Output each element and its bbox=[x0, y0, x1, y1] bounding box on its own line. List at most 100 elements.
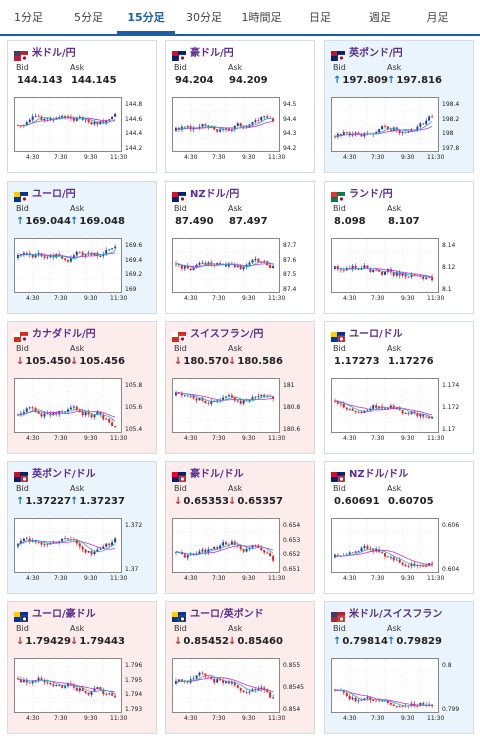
x-axis-tick: 4:30 bbox=[26, 435, 40, 442]
currency-flag-icon bbox=[331, 327, 346, 343]
bid-value: ↓180.570 bbox=[174, 356, 229, 367]
y-axis-tick: 0.651 bbox=[283, 566, 301, 573]
price-chart[interactable]: 181 180.8 180.6 4:30 7:30 9:30 11:30 bbox=[172, 378, 308, 450]
currency-card[interactable]: 米ドル/スイスフラン Bid Ask ↑0.79814 ↑0.79829 0.8 0.799… bbox=[324, 601, 474, 734]
x-axis-tick: 7:30 bbox=[371, 435, 385, 442]
tab-timeframe-1[interactable]: 5分足 bbox=[74, 11, 103, 24]
ask-trend-icon: ↓ bbox=[70, 636, 79, 647]
currency-card[interactable]: ユーロ/円 Bid Ask ↑169.044 ↑169.048 169.6 169.4 169… bbox=[7, 181, 157, 314]
bid-value: ↓0.65353 bbox=[174, 496, 229, 507]
pair-name-link[interactable]: ユーロ/ドル bbox=[349, 329, 403, 340]
currency-card[interactable]: ユーロ/英ポンド Bid Ask ↓0.85452 ↓0.85460 0.855 0.854… bbox=[165, 601, 315, 734]
price-chart[interactable]: 1.174 1.172 1.17 4:30 7:30 9:30 11:30 bbox=[331, 378, 467, 450]
tab-timeframe-5[interactable]: 日足 bbox=[309, 11, 331, 24]
currency-card[interactable]: 豪ドル/ドル Bid Ask ↓0.65353 ↓0.65357 0.654 0.653 0.… bbox=[165, 461, 315, 594]
currency-card[interactable]: 英ポンド/ドル Bid Ask ↑1.37227 ↑1.37237 1.372 1.37 4:… bbox=[7, 461, 157, 594]
chart-plot-area bbox=[331, 238, 439, 293]
x-axis-tick: 7:30 bbox=[54, 435, 68, 442]
candlestick-graphic bbox=[332, 239, 438, 292]
price-chart[interactable]: 8.14 8.12 8.1 4:30 7:30 9:30 11:30 bbox=[331, 238, 467, 310]
currency-flag-icon bbox=[14, 327, 29, 343]
pair-name-link[interactable]: スイスフラン/円 bbox=[190, 329, 264, 340]
tab-timeframe-3[interactable]: 30分足 bbox=[186, 11, 222, 24]
bid-price: 197.809 bbox=[342, 75, 388, 86]
currency-card[interactable]: ランド/円 Bid Ask 8.098 8.107 8.14 8.12 8.1 4:30 7:30… bbox=[324, 181, 474, 314]
price-chart[interactable]: 0.606 0.604 4:30 7:30 9:30 11:30 bbox=[331, 518, 467, 590]
pair-name-link[interactable]: 豪ドル/円 bbox=[190, 48, 234, 59]
price-chart[interactable]: 0.8 0.799 4:30 7:30 9:30 11:30 bbox=[331, 658, 467, 730]
ask-trend-icon: ↓ bbox=[228, 496, 237, 507]
chart-plot-area bbox=[331, 97, 439, 152]
ask-price: 8.107 bbox=[388, 216, 420, 227]
currency-card[interactable]: NZドル/ドル Bid Ask 0.60691 0.60705 0.606 0.604 4:3… bbox=[324, 461, 474, 594]
bid-trend-icon: ↓ bbox=[16, 636, 25, 647]
tab-timeframe-2[interactable]: 15分足 bbox=[117, 0, 175, 34]
currency-card[interactable]: NZドル/円 Bid Ask 87.490 87.497 87.7 87.6 87.5 87.4… bbox=[165, 181, 315, 314]
y-axis-tick: 8.1 bbox=[442, 286, 452, 293]
price-chart[interactable]: 87.7 87.6 87.5 87.4 4:30 7:30 9:30 11:30 bbox=[172, 238, 308, 310]
price-chart[interactable]: 169.6 169.4 169.2 169 4:30 7:30 9:30 11:30 bbox=[14, 238, 150, 310]
pair-name-link[interactable]: NZドル/円 bbox=[190, 189, 240, 200]
ask-trend-icon: ↓ bbox=[70, 356, 79, 367]
x-axis-tick: 7:30 bbox=[212, 715, 226, 722]
y-axis-tick: 1.372 bbox=[125, 522, 143, 529]
price-chart[interactable]: 0.855 0.8545 0.854 4:30 7:30 9:30 11:30 bbox=[172, 658, 308, 730]
currency-card[interactable]: 豪ドル/円 Bid Ask 94.204 94.209 94.5 94.4 94.3 94.2 4… bbox=[165, 40, 315, 173]
ask-label: Ask bbox=[228, 484, 243, 493]
y-axis-tick: 180.8 bbox=[283, 404, 301, 411]
candlestick-graphic bbox=[173, 659, 279, 712]
pair-name-link[interactable]: ユーロ/豪ドル bbox=[32, 609, 96, 620]
ask-label: Ask bbox=[228, 344, 243, 353]
ask-value: ↓1.79443 bbox=[70, 636, 125, 647]
y-axis-tick: 0.652 bbox=[283, 551, 301, 558]
currency-card[interactable]: ユーロ/ドル Bid Ask 1.17273 1.17276 1.174 1.172 1.17… bbox=[324, 321, 474, 454]
x-axis-tick: 4:30 bbox=[184, 295, 198, 302]
ask-trend-icon: ↑ bbox=[387, 75, 396, 86]
x-axis-tick: 11:30 bbox=[427, 715, 445, 722]
currency-flag-icon bbox=[331, 607, 346, 623]
pair-name-link[interactable]: ユーロ/円 bbox=[32, 189, 76, 200]
pair-name-link[interactable]: カナダドル/円 bbox=[32, 329, 96, 340]
tab-timeframe-6[interactable]: 週足 bbox=[369, 11, 391, 24]
ask-trend-icon: ↑ bbox=[387, 636, 396, 647]
pair-name-link[interactable]: NZドル/ドル bbox=[349, 469, 409, 480]
pair-name-link[interactable]: 英ポンド/円 bbox=[349, 48, 403, 59]
bid-trend-icon: ↑ bbox=[16, 496, 25, 507]
y-axis-tick: 144.4 bbox=[125, 130, 143, 137]
pair-name-link[interactable]: ユーロ/英ポンド bbox=[190, 609, 264, 620]
pair-name-link[interactable]: 米ドル/円 bbox=[32, 48, 76, 59]
price-chart[interactable]: 198.4 198.2 198 197.8 4:30 7:30 9:30 11:30 bbox=[331, 97, 467, 169]
tab-timeframe-4[interactable]: 1時間足 bbox=[241, 11, 282, 24]
y-axis-tick: 144.6 bbox=[125, 116, 143, 123]
bid-trend-icon: ↓ bbox=[174, 636, 183, 647]
pair-name-link[interactable]: 英ポンド/ドル bbox=[32, 469, 96, 480]
currency-flag-icon bbox=[14, 467, 29, 483]
ask-price: 0.65357 bbox=[237, 496, 283, 507]
price-chart[interactable]: 0.654 0.653 0.652 0.651 4:30 7:30 9:30 11:30 bbox=[172, 518, 308, 590]
y-axis-tick: 87.7 bbox=[283, 242, 297, 249]
currency-card[interactable]: カナダドル/円 Bid Ask ↓105.450 ↓105.456 105.8 105.6 1… bbox=[7, 321, 157, 454]
pair-name-link[interactable]: 米ドル/スイスフラン bbox=[349, 609, 443, 620]
x-axis-tick: 9:30 bbox=[84, 154, 98, 161]
ask-price: 0.79829 bbox=[396, 636, 442, 647]
price-chart[interactable]: 144.8 144.6 144.4 144.2 4:30 7:30 9:30 11:30 bbox=[14, 97, 150, 169]
ask-label: Ask bbox=[70, 624, 85, 633]
bid-trend-icon: ↓ bbox=[16, 356, 25, 367]
pair-name-link[interactable]: ランド/円 bbox=[349, 189, 393, 200]
tab-timeframe-0[interactable]: 1分足 bbox=[14, 11, 43, 24]
currency-card[interactable]: ユーロ/豪ドル Bid Ask ↓1.79429 ↓1.79443 1.796 1.795 1… bbox=[7, 601, 157, 734]
price-chart[interactable]: 105.8 105.6 105.4 4:30 7:30 9:30 11:30 bbox=[14, 378, 150, 450]
x-axis-tick: 9:30 bbox=[242, 575, 256, 582]
price-chart[interactable]: 94.5 94.4 94.3 94.2 4:30 7:30 9:30 11:30 bbox=[172, 97, 308, 169]
price-chart[interactable]: 1.372 1.37 4:30 7:30 9:30 11:30 bbox=[14, 518, 150, 590]
x-axis-tick: 9:30 bbox=[84, 435, 98, 442]
chart-plot-area bbox=[172, 658, 280, 713]
currency-card[interactable]: スイスフラン/円 Bid Ask ↓180.570 ↓180.586 181 180.8 18… bbox=[165, 321, 315, 454]
price-chart[interactable]: 1.796 1.795 1.794 1.793 4:30 7:30 9:30 11:30 bbox=[14, 658, 150, 730]
currency-card[interactable]: 米ドル/円 Bid Ask 144.143 144.145 144.8 144.6 144.4… bbox=[7, 40, 157, 173]
y-axis-tick: 94.4 bbox=[283, 116, 297, 123]
pair-name-link[interactable]: 豪ドル/ドル bbox=[190, 469, 244, 480]
currency-card[interactable]: 英ポンド/円 Bid Ask ↑197.809 ↑197.816 198.4 198.2 19… bbox=[324, 40, 474, 173]
ask-value: ↓0.65357 bbox=[228, 496, 283, 507]
tab-timeframe-7[interactable]: 月足 bbox=[426, 11, 449, 24]
